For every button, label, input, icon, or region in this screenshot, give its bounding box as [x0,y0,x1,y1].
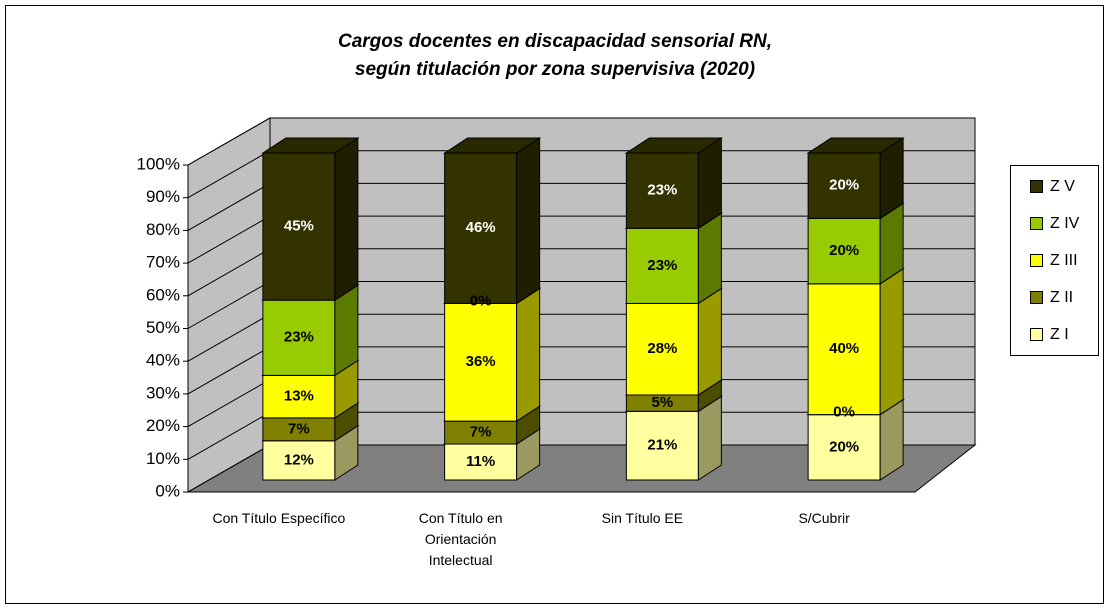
grid-line [187,313,271,362]
bar-segment [806,202,905,285]
data-label: 28% [647,340,677,357]
bars: Con Título Específico 12% 7% 13% 23% 45% Con T… [212,137,905,568]
x-tick-label: Con Título en Orientación Intelectual [418,510,503,568]
bar-front [807,414,881,481]
grid-line [187,215,271,264]
bar-segment [624,212,724,305]
legend-swatch [1030,254,1043,267]
y-tick-label: 60% [146,285,180,304]
grid-line [187,444,271,493]
x-tick-label-box: S/Cubrir [798,510,850,526]
legend-label: Z I [1050,326,1069,343]
data-label: 23% [647,257,677,274]
legend-swatch [1030,291,1043,304]
bar-segment [442,137,542,305]
data-label: 5% [652,394,674,411]
bar-front [625,152,699,229]
bar-top [806,137,905,154]
bar-side [516,137,541,305]
bar-front [444,443,518,481]
y-tick-label: 30% [146,383,180,402]
bar-side [697,212,722,305]
y-tick-label: 70% [146,253,180,272]
y-tick-label: 50% [146,318,180,337]
data-label: 23% [647,182,677,199]
data-label: 20% [829,438,859,455]
bar-top [442,137,542,154]
x-tick-label: Con Título Específico [212,510,346,526]
grid-line [187,379,271,428]
grid-line [187,182,271,231]
bar-front [444,152,518,304]
y-tick-label: 0% [155,481,180,500]
bar-side [334,284,359,377]
x-tick-label: S/Cubrir [798,510,850,526]
bar-side [879,267,904,416]
bar-top [261,137,360,154]
bar-front [625,302,699,396]
bar-front [625,227,699,304]
grid-line [187,346,271,395]
y-tick-label: 100% [137,154,180,173]
legend-label: Z II [1050,289,1073,306]
data-label: 36% [466,353,496,370]
bar-front [262,299,336,376]
y-tick-label: 90% [146,187,180,206]
data-label: 46% [466,219,496,236]
y-tick-label: 10% [146,449,180,468]
bar-segment [261,137,360,302]
legend-label: Z III [1050,252,1078,269]
data-label: 11% [466,453,495,470]
data-label: 20% [829,177,859,194]
bar-side [516,287,541,423]
bar-front [444,302,518,422]
bar-side [697,137,722,230]
bar-front [262,152,336,301]
bar-side [697,287,722,396]
data-label: 45% [284,218,314,235]
y-tick-label: 40% [146,351,180,370]
bar-top [624,137,724,154]
data-label: 13% [284,388,314,405]
legend: Z I Z II Z III Z IV Z V [1030,178,1080,343]
data-label: 23% [284,329,314,346]
data-label: 20% [829,242,859,259]
data-label: 21% [647,437,677,454]
legend-swatch [1030,180,1043,193]
data-label: 40% [829,340,859,357]
grid-line [187,248,271,297]
data-label: 7% [288,420,310,437]
chart-title: Cargos docentes en discapacidad sensoria… [338,31,772,52]
x-tick-label-box: Sin Título EE [601,510,684,526]
data-label: 0% [833,404,855,421]
grid-line [187,150,271,199]
x-tick-label-box: Con Título Específico [212,510,346,526]
legend-box [1010,165,1099,356]
legend-swatch [1030,217,1043,230]
data-label: 0% [470,292,492,309]
grid-line [187,117,271,166]
bar-segment [806,137,905,220]
y-tick-label: 80% [146,220,180,239]
data-label: 7% [470,424,492,441]
chart-title: según titulación por zona supervisiva (2… [355,59,755,80]
data-label: 12% [284,451,314,468]
bar-front [807,217,881,285]
x-tick-label: Sin Título EE [601,510,684,526]
bar-segment [624,137,724,230]
legend-label: Z IV [1050,215,1080,232]
grid-line [187,411,271,460]
legend-label: Z V [1050,178,1075,195]
bar-side [334,137,359,302]
x-tick-label-box: Con Título en Orientación Intelectual [418,510,503,568]
legend-swatch [1030,328,1043,341]
y-tick-label: 20% [146,416,180,435]
grid-line [187,281,271,329]
